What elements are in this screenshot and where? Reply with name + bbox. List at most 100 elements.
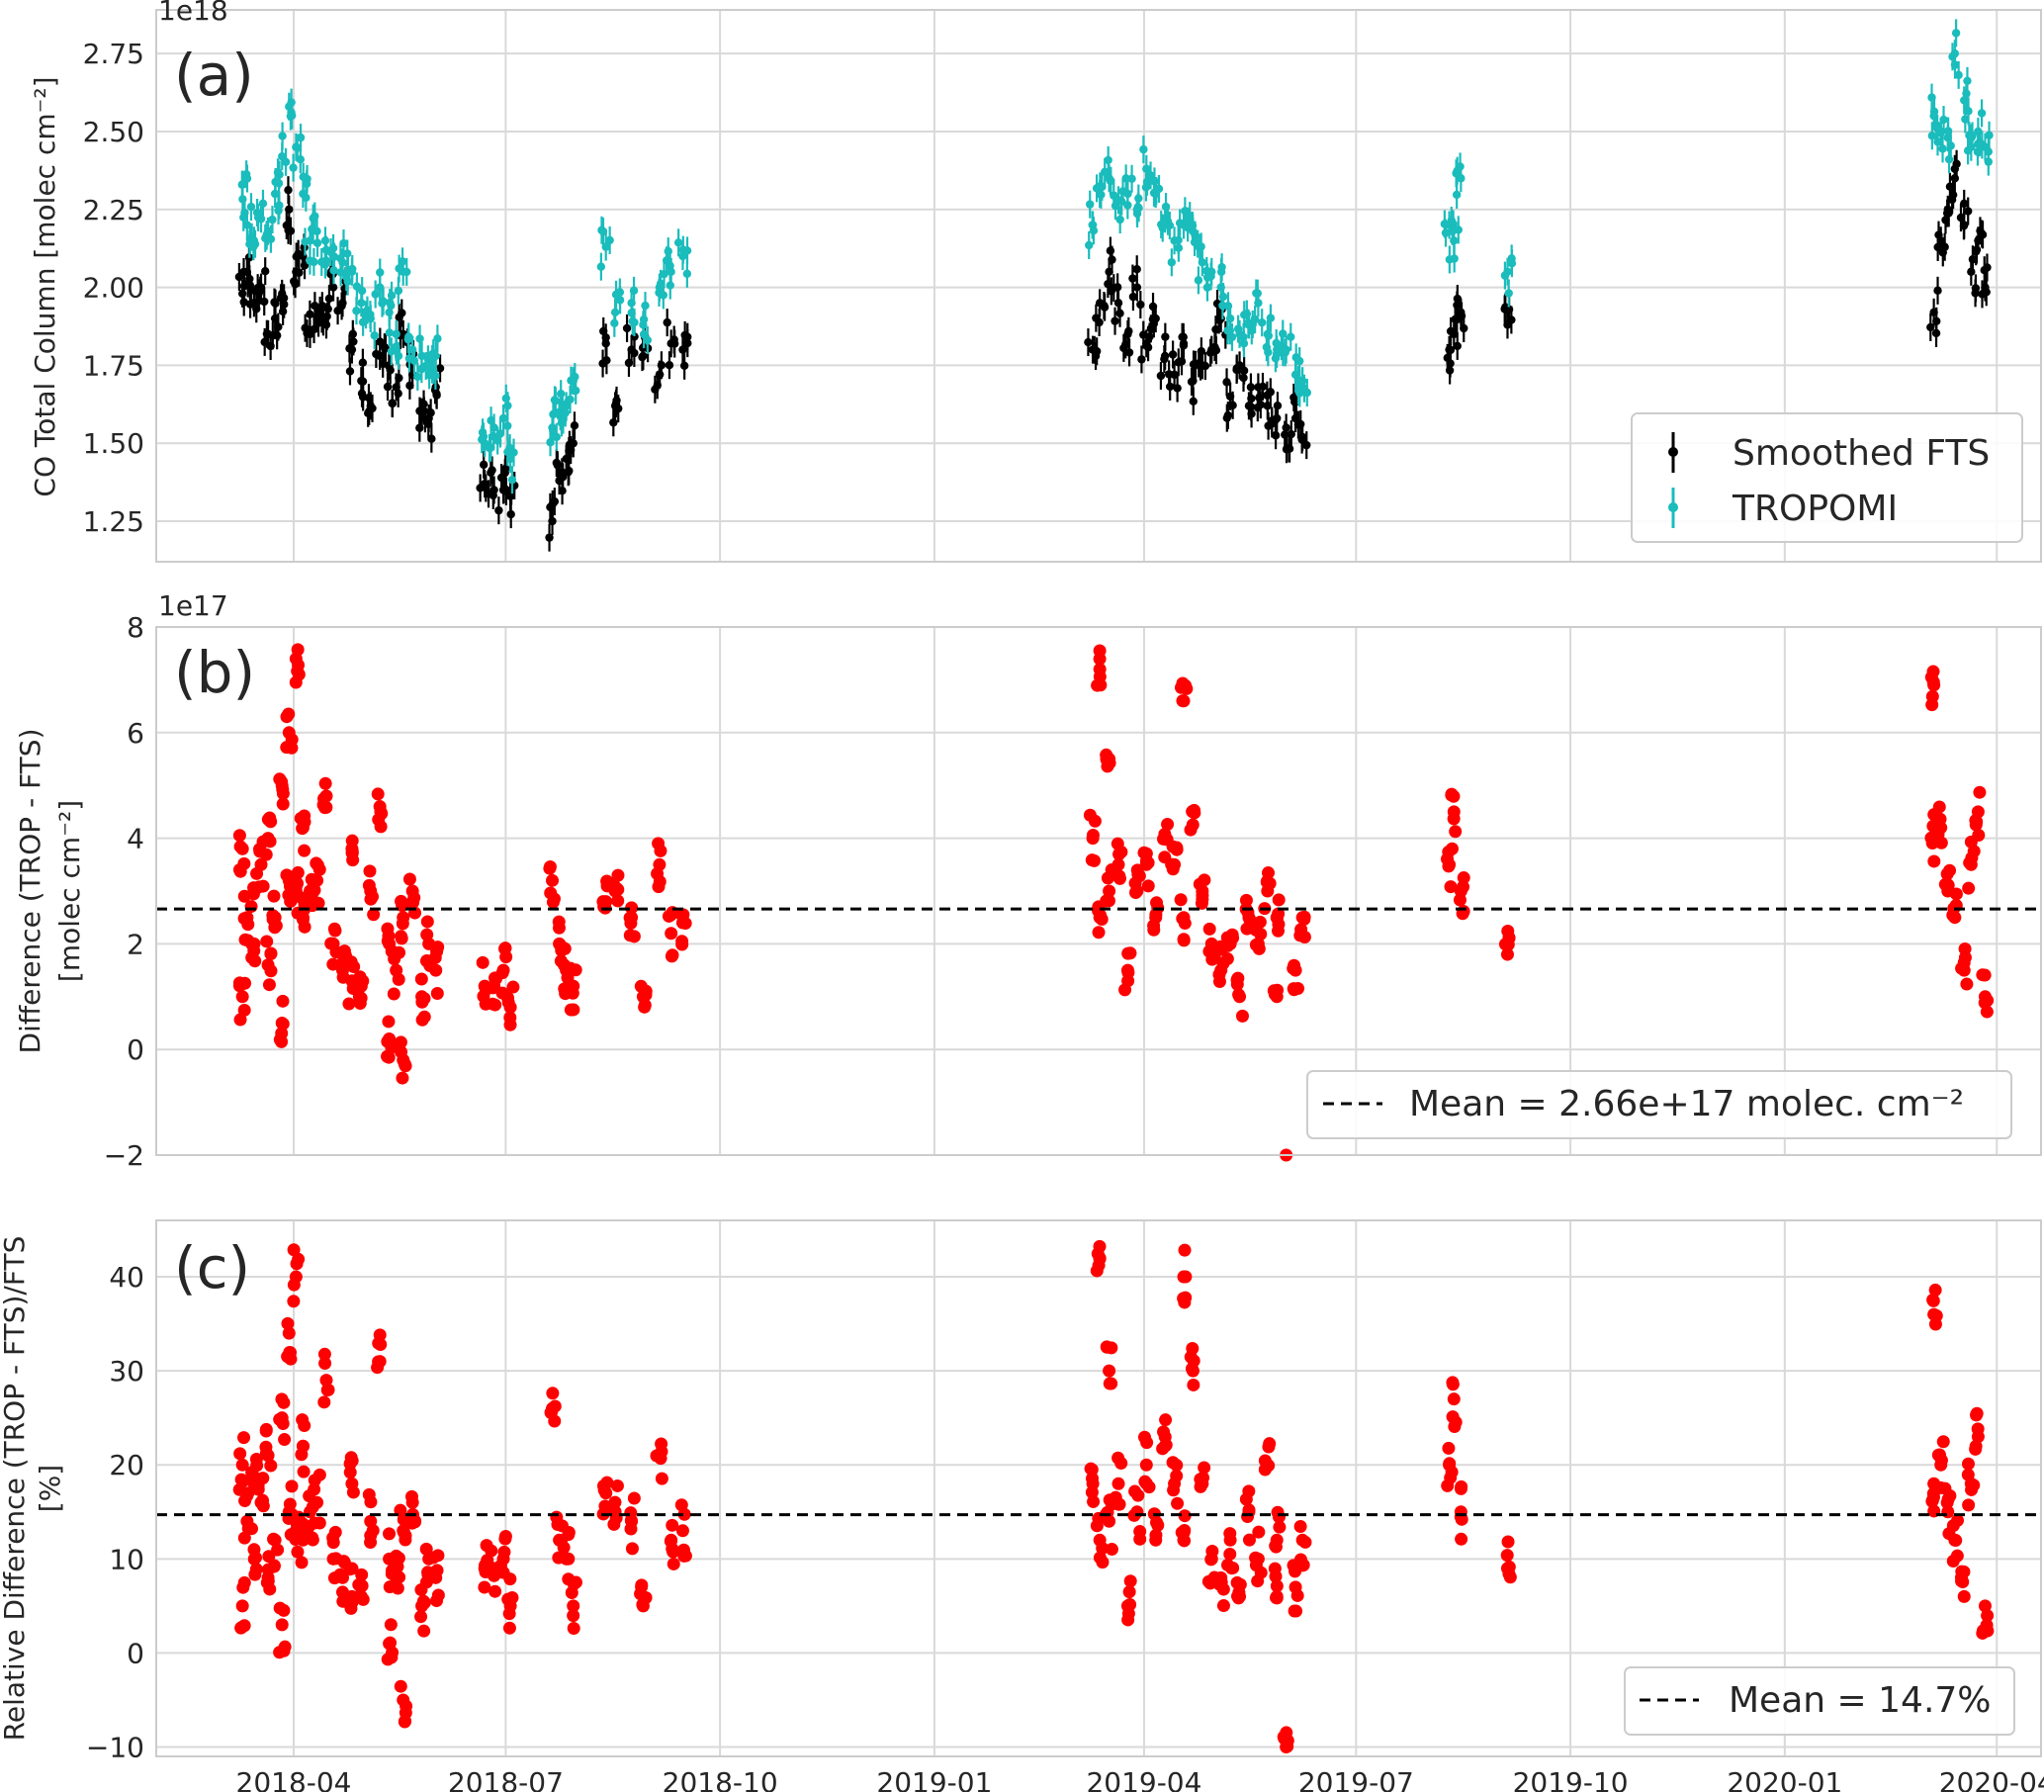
fts-point bbox=[1933, 286, 1942, 296]
fts-point bbox=[301, 323, 310, 332]
y-tick-label: 4 bbox=[127, 823, 144, 855]
fts-point bbox=[1156, 371, 1166, 381]
panel-b-letter: (b) bbox=[174, 639, 255, 706]
tropomi-point bbox=[1121, 174, 1130, 183]
difference-point bbox=[638, 1000, 652, 1014]
difference-point bbox=[624, 916, 638, 930]
relative-difference-point bbox=[1085, 1485, 1099, 1499]
relative-difference-point bbox=[240, 1489, 254, 1503]
relative-difference-point bbox=[1969, 1439, 1983, 1453]
relative-difference-point bbox=[624, 1513, 638, 1527]
tropomi-point bbox=[1194, 276, 1203, 285]
relative-difference-point bbox=[260, 1575, 274, 1589]
relative-difference-point bbox=[273, 1646, 287, 1659]
fts-point bbox=[1964, 207, 1973, 216]
relative-difference-point bbox=[1112, 1497, 1126, 1511]
difference-point bbox=[597, 900, 611, 914]
difference-point bbox=[311, 896, 325, 910]
tropomi-point bbox=[1165, 221, 1175, 230]
fts-point bbox=[663, 317, 671, 327]
tropomi-point bbox=[629, 286, 639, 296]
difference-point bbox=[233, 864, 247, 878]
x-tick-label: 2018-07 bbox=[448, 1766, 564, 1792]
tropomi-point bbox=[605, 235, 614, 245]
fts-point bbox=[260, 297, 269, 307]
difference-point bbox=[543, 860, 557, 874]
fts-point bbox=[1228, 401, 1237, 410]
difference-point bbox=[345, 847, 359, 860]
difference-point bbox=[276, 1017, 290, 1030]
relative-difference-point bbox=[1123, 1574, 1137, 1588]
fts-point bbox=[1282, 423, 1290, 432]
relative-difference-point bbox=[1179, 1270, 1193, 1284]
difference-point bbox=[1297, 931, 1311, 944]
tropomi-point bbox=[1110, 191, 1118, 200]
difference-point bbox=[1962, 881, 1976, 895]
fts-point bbox=[1210, 342, 1219, 352]
relative-difference-point bbox=[417, 1624, 431, 1638]
relative-difference-point bbox=[569, 1575, 582, 1589]
relative-difference-point bbox=[287, 1278, 301, 1292]
relative-difference-point bbox=[1105, 1377, 1118, 1390]
relative-difference-point bbox=[1503, 1570, 1517, 1584]
relative-difference-point bbox=[235, 1599, 249, 1613]
fts-point bbox=[1932, 316, 1941, 326]
difference-point bbox=[367, 908, 381, 922]
fts-point bbox=[245, 300, 255, 309]
tropomi-point bbox=[495, 429, 505, 438]
difference-point bbox=[546, 895, 560, 909]
y-tick-label: 2.25 bbox=[83, 194, 144, 226]
fts-point bbox=[569, 439, 578, 448]
difference-point bbox=[1232, 988, 1246, 1002]
fts-point bbox=[1273, 402, 1283, 410]
tropomi-point bbox=[321, 256, 331, 265]
relative-difference-point bbox=[1230, 1575, 1244, 1589]
relative-difference-point bbox=[297, 1465, 311, 1478]
relative-difference-point bbox=[398, 1715, 411, 1729]
relative-difference-point bbox=[275, 1618, 289, 1632]
fts-point bbox=[1128, 274, 1137, 283]
difference-point bbox=[311, 873, 324, 887]
relative-difference-point bbox=[627, 1491, 641, 1505]
relative-difference-point bbox=[1156, 1442, 1170, 1456]
difference-point bbox=[406, 895, 420, 909]
fts-point bbox=[611, 399, 621, 408]
difference-point bbox=[1297, 912, 1311, 926]
tropomi-point bbox=[336, 268, 345, 277]
relative-difference-point bbox=[667, 1557, 680, 1570]
fts-point bbox=[1222, 378, 1231, 387]
difference-point bbox=[558, 941, 572, 955]
fts-point bbox=[358, 358, 368, 367]
tropomi-point bbox=[404, 354, 414, 363]
relative-difference-point bbox=[639, 1590, 653, 1604]
relative-difference-point bbox=[1096, 1556, 1110, 1569]
y-tick-label: 2 bbox=[127, 928, 144, 960]
relative-difference-point bbox=[1187, 1378, 1200, 1391]
relative-difference-point bbox=[234, 1621, 248, 1635]
relative-difference-point bbox=[298, 1419, 311, 1433]
tropomi-point bbox=[567, 376, 576, 385]
fts-point bbox=[1200, 361, 1210, 371]
tropomi-point bbox=[1106, 176, 1115, 186]
tropomi-point bbox=[249, 242, 258, 251]
relative-difference-point bbox=[502, 1621, 516, 1635]
relative-difference-point bbox=[1242, 1484, 1256, 1498]
x-tick-label: 2019-10 bbox=[1513, 1766, 1629, 1792]
relative-difference-point bbox=[1447, 1392, 1461, 1406]
difference-point bbox=[1976, 968, 1990, 982]
difference-point bbox=[1444, 880, 1458, 894]
tropomi-point bbox=[379, 297, 388, 306]
difference-point bbox=[312, 862, 326, 876]
fts-point bbox=[345, 344, 354, 353]
relative-difference-point bbox=[1186, 1342, 1200, 1356]
relative-difference-point bbox=[249, 1563, 263, 1576]
fts-point bbox=[324, 294, 334, 304]
difference-point bbox=[420, 915, 434, 929]
fts-point bbox=[1271, 431, 1281, 440]
tropomi-point bbox=[1932, 124, 1942, 134]
difference-point bbox=[1949, 887, 1963, 901]
fts-point bbox=[322, 312, 331, 321]
difference-point bbox=[395, 1045, 408, 1059]
fts-point bbox=[1453, 341, 1462, 351]
